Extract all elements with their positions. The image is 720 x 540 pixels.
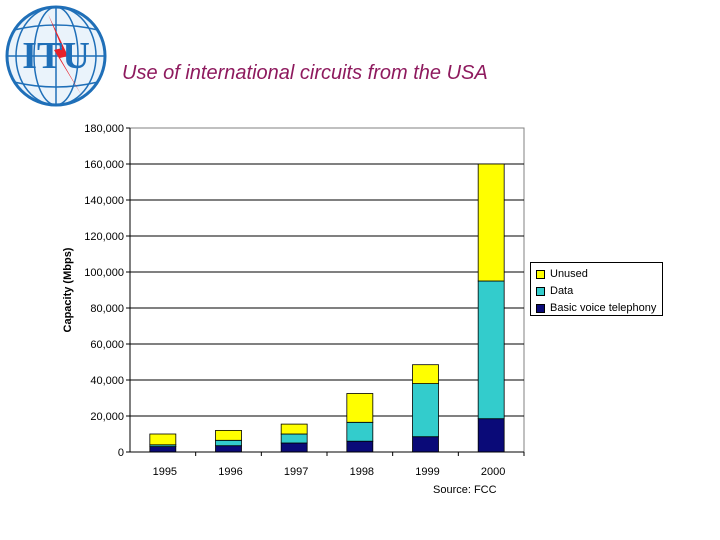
x-tick-label: 1998 bbox=[350, 466, 374, 478]
source-note: Source: FCC bbox=[433, 484, 497, 496]
bar-segment-basic-voice-telephony-1999 bbox=[413, 437, 439, 452]
bar-segment-unused-1996 bbox=[216, 430, 242, 440]
bar-segment-data-1999 bbox=[413, 384, 439, 437]
bar-segment-basic-voice-telephony-2000 bbox=[478, 419, 504, 452]
x-tick-label: 1995 bbox=[153, 466, 177, 478]
x-tick-label: 1996 bbox=[218, 466, 242, 478]
y-tick-label: 80,000 bbox=[90, 303, 124, 315]
x-tick-label: 2000 bbox=[481, 466, 505, 478]
y-tick-label: 180,000 bbox=[84, 123, 124, 135]
legend-label: Data bbox=[550, 285, 573, 297]
y-tick-label: 160,000 bbox=[84, 159, 124, 171]
bar-segment-data-1998 bbox=[347, 422, 373, 441]
legend-label: Unused bbox=[550, 268, 588, 280]
x-tick-label: 1999 bbox=[415, 466, 439, 478]
bar-segment-basic-voice-telephony-1998 bbox=[347, 441, 373, 452]
y-axis-label: Capacity (Mbps) bbox=[62, 247, 74, 332]
x-tick-labels: 1995 1996 1997 1998 1999 2000 bbox=[153, 466, 506, 478]
legend-item: Basic voice telephony bbox=[536, 300, 662, 316]
legend-swatch bbox=[536, 270, 545, 279]
legend-label: Basic voice telephony bbox=[550, 302, 656, 314]
bar-segment-basic-voice-telephony-1995 bbox=[150, 447, 176, 452]
y-tick-label: 140,000 bbox=[84, 195, 124, 207]
legend-item: Unused bbox=[536, 266, 662, 282]
bar-segment-data-2000 bbox=[478, 281, 504, 419]
bar-segment-unused-1997 bbox=[281, 424, 307, 434]
legend: Unused Data Basic voice telephony bbox=[530, 262, 663, 316]
bar-segment-unused-1998 bbox=[347, 394, 373, 423]
bar-segment-unused-2000 bbox=[478, 164, 504, 281]
bar-segment-data-1997 bbox=[281, 434, 307, 443]
y-tick-labels: 0 20,000 40,000 60,000 80,000 100,000 120,000 1… bbox=[84, 123, 124, 459]
y-tick-label: 100,000 bbox=[84, 267, 124, 279]
y-tick-label: 60,000 bbox=[90, 339, 124, 351]
legend-item: Data bbox=[536, 283, 662, 299]
gridlines bbox=[130, 128, 524, 452]
y-tick-label: 20,000 bbox=[90, 411, 124, 423]
y-tick-label: 40,000 bbox=[90, 375, 124, 387]
plot-area bbox=[130, 128, 524, 452]
legend-swatch bbox=[536, 287, 545, 296]
bar-segment-data-1996 bbox=[216, 440, 242, 445]
bar-segment-unused-1999 bbox=[413, 365, 439, 384]
bar-segment-basic-voice-telephony-1996 bbox=[216, 446, 242, 452]
axes bbox=[126, 128, 524, 456]
bar-segment-unused-1995 bbox=[150, 434, 176, 445]
y-tick-label: 120,000 bbox=[84, 231, 124, 243]
x-tick-label: 1997 bbox=[284, 466, 308, 478]
bar-segment-basic-voice-telephony-1997 bbox=[281, 443, 307, 452]
legend-swatch bbox=[536, 304, 545, 313]
y-tick-label: 0 bbox=[118, 447, 124, 459]
